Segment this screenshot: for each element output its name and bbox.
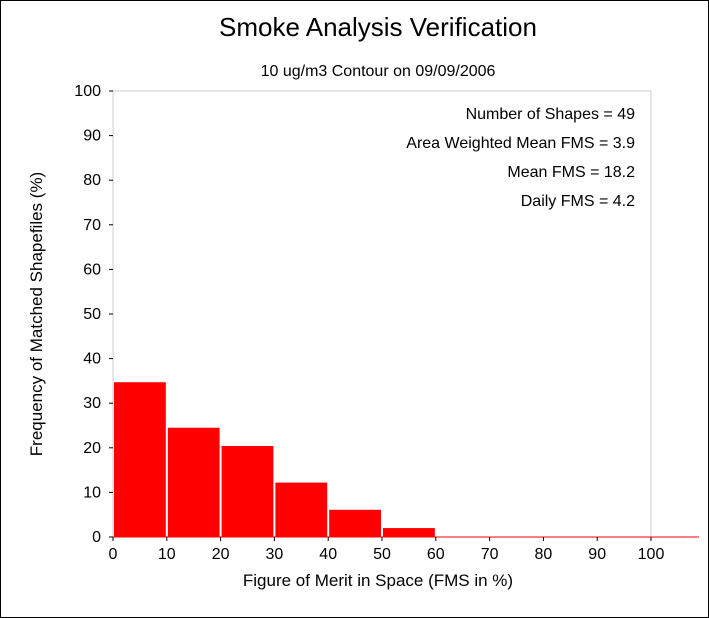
chart-title: Smoke Analysis Verification — [219, 12, 537, 42]
y-tick-label: 20 — [83, 440, 101, 457]
x-tick-label: 70 — [481, 546, 499, 563]
y-axis-label: Frequency of Matched Shapefiles (%) — [27, 172, 46, 456]
x-tick-label: 40 — [319, 546, 337, 563]
stat-annotation: Area Weighted Mean FMS = 3.9 — [406, 135, 635, 152]
x-axis-label: Figure of Merit in Space (FMS in %) — [243, 571, 513, 590]
histogram-bar — [167, 427, 220, 537]
y-tick-label: 80 — [83, 172, 101, 189]
y-tick-label: 100 — [74, 83, 101, 100]
x-tick-label: 0 — [109, 546, 118, 563]
y-tick-label: 70 — [83, 217, 101, 234]
y-tick-label: 60 — [83, 261, 101, 278]
histogram-bar — [275, 482, 328, 537]
histogram-bar — [221, 446, 274, 537]
y-tick-label: 50 — [83, 306, 101, 323]
x-tick-label: 20 — [212, 546, 230, 563]
stat-annotation: Mean FMS = 18.2 — [507, 164, 635, 181]
y-tick-label: 90 — [83, 128, 101, 145]
plot-area: 0 10 20 30 40 50 60 70 80 90 100 0 10 20 30 40 50 60 70 80 9… — [74, 83, 699, 563]
stat-annotation: Number of Shapes = 49 — [466, 106, 636, 123]
histogram-bar — [383, 528, 435, 537]
x-tick-label: 90 — [588, 546, 606, 563]
x-tick-label: 100 — [638, 546, 665, 563]
chart-subtitle: 10 ug/m3 Contour on 09/09/2006 — [261, 63, 496, 80]
x-tick-label: 30 — [266, 546, 284, 563]
y-tick-label: 10 — [83, 484, 101, 501]
x-tick-label: 60 — [427, 546, 445, 563]
y-tick-label: 30 — [83, 395, 101, 412]
y-tick-label: 0 — [92, 529, 101, 546]
x-tick-label: 80 — [535, 546, 553, 563]
histogram-bar — [329, 509, 381, 537]
stat-annotation: Daily FMS = 4.2 — [521, 193, 635, 210]
x-tick-label: 10 — [158, 546, 176, 563]
y-tick-label: 40 — [83, 351, 101, 368]
histogram-bar — [114, 382, 166, 537]
x-tick-label: 50 — [373, 546, 391, 563]
